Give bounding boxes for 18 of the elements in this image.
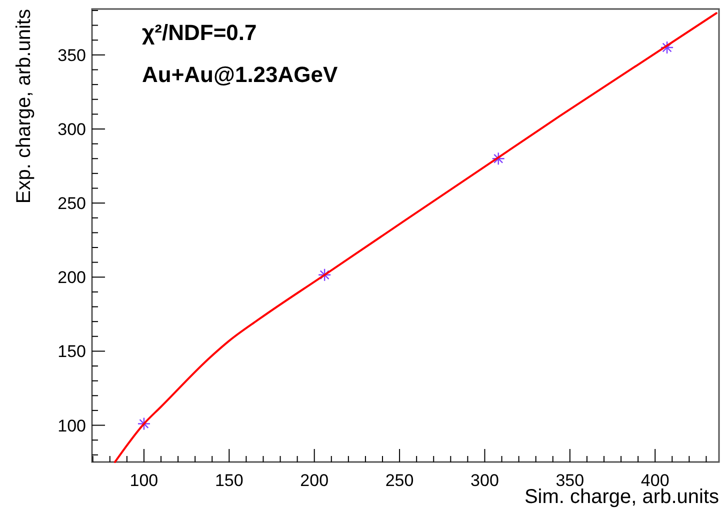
y-tick-label: 150 [58, 342, 86, 362]
x-tick-label: 150 [214, 471, 244, 490]
point [660, 40, 674, 54]
y-tick-label: 300 [58, 120, 86, 139]
annotation: Au+Au@1.23AGeV [142, 62, 338, 87]
x-tick-label: 250 [385, 471, 414, 490]
y-tick-label: 350 [58, 46, 86, 65]
x-tick-label: 100 [130, 471, 158, 490]
point [318, 268, 332, 282]
y-axis-title: Exp. charge, arb.units [13, 9, 35, 204]
annotation: χ²/NDF=0.7 [142, 20, 257, 45]
x-tick-label: 200 [300, 471, 329, 490]
y-tick-label: 100 [58, 416, 86, 436]
y-tick-label: 250 [58, 194, 86, 214]
y-tick-label: 200 [58, 268, 86, 288]
point [492, 152, 505, 166]
x-tick-label: 300 [470, 471, 499, 490]
line-series [114, 12, 718, 463]
